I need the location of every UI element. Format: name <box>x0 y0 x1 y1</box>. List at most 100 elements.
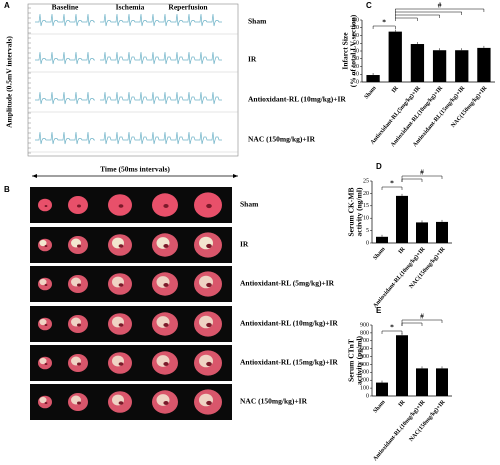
y-tick-label: 80 <box>353 17 359 23</box>
y-tick-label: 0 <box>366 240 369 246</box>
x-tick-label: NAC(150mg/kg)+IR <box>408 245 447 290</box>
y-tick-label: 30 <box>353 56 359 62</box>
y-tick-label: 500 <box>360 354 369 360</box>
lumen <box>206 203 212 209</box>
y-tick-label: 40 <box>353 48 359 54</box>
x-axis-label: Time (50ms intervals) <box>100 165 170 174</box>
lumen <box>206 400 212 406</box>
lumen <box>77 244 81 248</box>
y-tick-label: 20 <box>363 191 369 197</box>
column-label: Baseline <box>52 3 79 12</box>
bar <box>376 382 388 396</box>
lumen <box>118 323 124 327</box>
panel-letter: A <box>4 1 10 10</box>
lumen <box>77 283 81 287</box>
y-tick-label: 400 <box>360 362 369 368</box>
y-axis-label: (% of total LV section) <box>349 14 358 87</box>
ecg-trace <box>35 51 95 65</box>
significance-bracket <box>401 319 443 326</box>
column-label: Reperfusion <box>168 3 208 12</box>
lumen <box>118 204 124 208</box>
lumen <box>77 401 81 405</box>
lumen <box>118 401 124 405</box>
panel-letter: C <box>366 1 372 10</box>
row-label: NAC (150mg/kg)+IR <box>240 397 308 406</box>
row-label: NAC (150mg/kg)+IR <box>248 135 316 144</box>
bar <box>396 335 408 396</box>
bar <box>477 47 491 82</box>
y-tick-label: 10 <box>353 72 359 78</box>
ecg-trace <box>100 13 160 27</box>
y-tick-label: 15 <box>363 203 369 209</box>
lumen <box>44 244 48 248</box>
lumen <box>163 204 169 208</box>
heart-slice <box>38 198 52 212</box>
panel-letter: E <box>376 306 382 315</box>
row-label: Antioxidant-RL (5mg/kg)+IR <box>240 279 335 288</box>
row-label: Sham <box>240 200 259 209</box>
lumen <box>44 401 48 405</box>
infarct-area <box>39 239 47 247</box>
y-tick-label: 300 <box>360 370 369 376</box>
row-label: IR <box>240 240 249 249</box>
y-tick-label: 700 <box>360 338 369 344</box>
bar <box>396 195 408 243</box>
y-axis-label: Serum CK-MB <box>347 188 356 237</box>
x-tick-label: NAC(150mg/kg)+IR <box>450 84 489 129</box>
lumen <box>206 282 212 288</box>
bar <box>388 31 402 82</box>
y-tick-label: 5 <box>366 228 369 234</box>
panel-letter: D <box>376 162 382 171</box>
lumen <box>163 323 169 327</box>
row-label: Antioxidant-RL (10mg/kg)+IR <box>248 95 346 104</box>
y-tick-label: 200 <box>360 378 369 384</box>
ecg-trace <box>160 51 222 65</box>
ecg-trace <box>35 13 95 27</box>
ecg-trace <box>35 91 95 105</box>
infarct-area <box>39 278 47 286</box>
x-tick-label: Sham <box>373 399 387 414</box>
lumen <box>44 323 48 327</box>
x-tick-label: IR <box>391 85 400 94</box>
annotation: * <box>382 18 386 27</box>
lumen <box>77 204 81 208</box>
bar <box>432 50 447 82</box>
ecg-box <box>27 3 239 157</box>
x-tick-label: IR <box>398 399 407 408</box>
significance-bracket <box>401 322 423 326</box>
x-tick-label: NAC(150mg/kg)+IR <box>408 398 447 443</box>
significance-bracket <box>381 330 403 334</box>
lumen <box>118 244 124 248</box>
ecg-trace <box>160 13 222 27</box>
significance-bracket <box>401 175 443 182</box>
bar <box>376 236 388 243</box>
y-tick-label: 0 <box>366 393 369 399</box>
y-axis-label: activity (pg/ml) <box>355 336 364 385</box>
lumen <box>163 244 169 248</box>
y-tick-label: 60 <box>353 33 359 39</box>
bar <box>416 368 428 396</box>
ecg-trace <box>35 131 95 145</box>
bar <box>455 50 469 82</box>
significance-bracket <box>395 8 485 21</box>
lumen <box>206 361 212 367</box>
annotation: * <box>390 323 394 332</box>
annotation: # <box>438 1 442 10</box>
bar <box>436 368 448 396</box>
ecg-trace <box>160 91 222 105</box>
significance-bracket <box>401 178 423 182</box>
significance-bracket <box>395 17 418 21</box>
lumen <box>77 362 81 366</box>
lumen <box>44 283 48 287</box>
x-tick-label: Sham <box>373 246 387 261</box>
annotation: # <box>420 312 424 321</box>
lumen <box>77 323 81 327</box>
lumen <box>206 243 212 249</box>
annotation: # <box>420 168 424 177</box>
bar <box>416 222 428 243</box>
significance-bracket <box>372 25 396 29</box>
y-axis-label: Serum CTnT <box>347 339 356 382</box>
y-tick-label: 100 <box>360 385 369 391</box>
y-tick-label: 0 <box>356 79 359 85</box>
